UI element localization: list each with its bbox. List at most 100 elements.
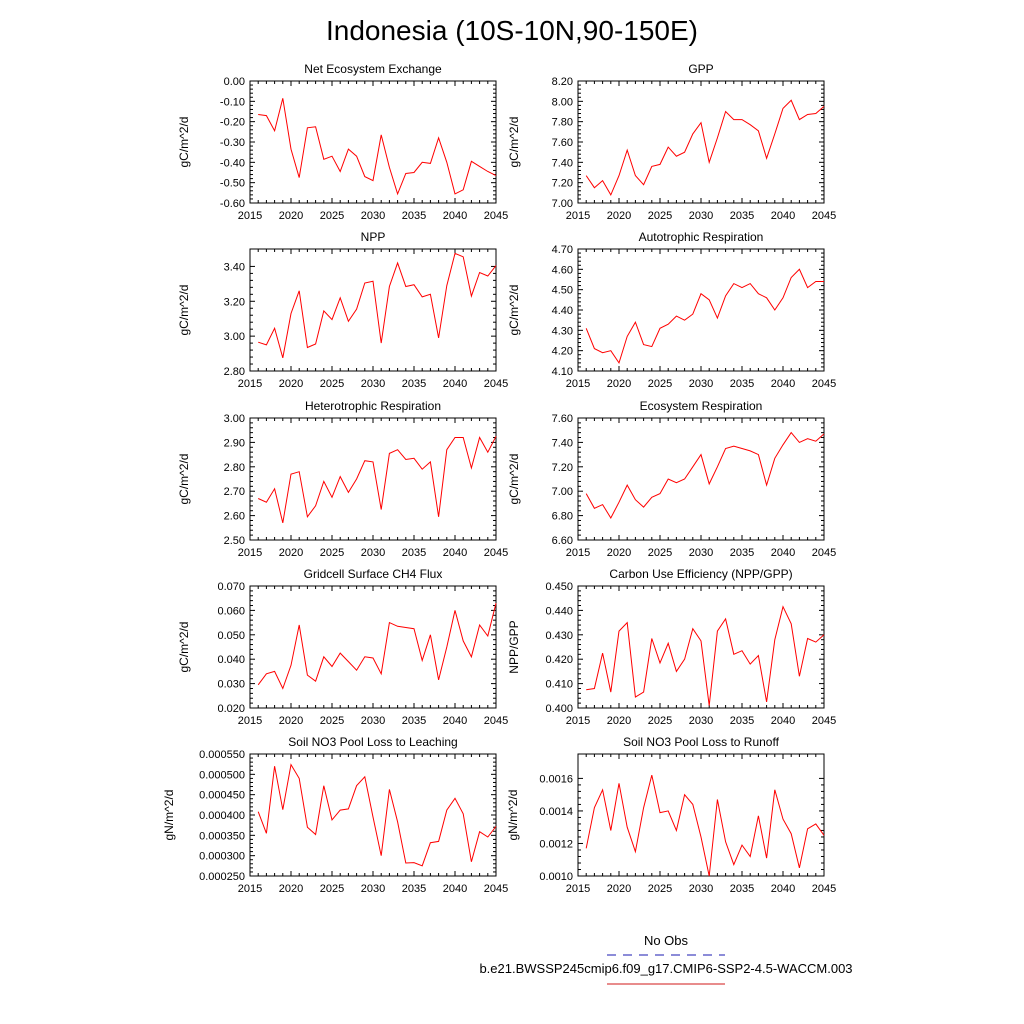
y-tick-label: 0.410 bbox=[545, 679, 573, 691]
chart-panel-7: Gridcell Surface CH4 Flux 2015 2020 2025 203… bbox=[177, 567, 508, 727]
y-tick-label: -0.20 bbox=[220, 117, 245, 129]
x-tick-label: 2035 bbox=[402, 715, 426, 727]
chart-panel-4: Autotrophic Respiration 2015 2020 2025 2030 2… bbox=[507, 230, 836, 390]
panel-title: Heterotrophic Respiration bbox=[305, 399, 441, 413]
y-tick-label: 4.30 bbox=[552, 325, 573, 337]
x-tick-label: 2035 bbox=[730, 378, 754, 390]
y-tick-label: 0.000350 bbox=[199, 830, 245, 842]
y-tick-label: -0.50 bbox=[220, 178, 245, 190]
y-tick-label: 2.80 bbox=[224, 366, 245, 378]
x-tick-label: 2045 bbox=[484, 883, 508, 895]
y-tick-label: 2.80 bbox=[224, 462, 245, 474]
y-tick-label: 0.000500 bbox=[199, 769, 245, 781]
x-tick-label: 2025 bbox=[320, 547, 344, 559]
y-tick-label: 0.430 bbox=[545, 630, 573, 642]
series-line bbox=[585, 268, 824, 365]
y-tick-label: 4.60 bbox=[552, 264, 573, 276]
plot-frame bbox=[577, 753, 825, 877]
x-tick-label: 2045 bbox=[812, 715, 836, 727]
x-tick-label: 2040 bbox=[771, 715, 795, 727]
y-tick-label: 4.10 bbox=[552, 366, 573, 378]
panel-title: Soil NO3 Pool Loss to Runoff bbox=[623, 735, 780, 749]
y-tick-label: 0.000550 bbox=[199, 749, 245, 761]
y-tick-label: -0.30 bbox=[220, 137, 245, 149]
plot-frame bbox=[249, 80, 497, 204]
y-tick-label: 7.00 bbox=[552, 486, 573, 498]
y-tick-label: 4.70 bbox=[552, 244, 573, 256]
legend-obs-label: No Obs bbox=[644, 933, 689, 948]
y-axis-label: NPP/GPP bbox=[507, 620, 521, 673]
x-tick-label: 2040 bbox=[443, 883, 467, 895]
x-tick-label: 2020 bbox=[279, 547, 303, 559]
y-tick-label: 0.000300 bbox=[199, 851, 245, 863]
y-tick-label: 2.50 bbox=[224, 535, 245, 547]
x-tick-label: 2035 bbox=[402, 378, 426, 390]
x-tick-label: 2035 bbox=[730, 547, 754, 559]
y-tick-label: 6.60 bbox=[552, 535, 573, 547]
panel-title: Ecosystem Respiration bbox=[640, 399, 763, 413]
y-tick-label: 4.20 bbox=[552, 346, 573, 358]
chart-panel-2: GPP 2015 2020 2025 2030 2035 2040 2045 7.00 7.20 7… bbox=[507, 62, 836, 222]
x-tick-label: 2025 bbox=[320, 715, 344, 727]
x-tick-label: 2030 bbox=[361, 378, 385, 390]
chart-panel-6: Ecosystem Respiration 2015 2020 2025 2030 203… bbox=[507, 399, 836, 559]
x-tick-label: 2015 bbox=[566, 210, 590, 222]
y-axis-label: gC/m^2/d bbox=[507, 285, 521, 336]
chart-panel-9: Soil NO3 Pool Loss to Leaching 2015 2020 20… bbox=[162, 735, 508, 895]
y-tick-label: 7.40 bbox=[552, 437, 573, 449]
y-axis-label: gC/m^2/d bbox=[177, 117, 191, 168]
y-tick-label: 0.0010 bbox=[539, 871, 573, 883]
plot-frame bbox=[249, 585, 497, 709]
y-tick-label: 7.80 bbox=[552, 117, 573, 129]
y-tick-label: 7.20 bbox=[552, 178, 573, 190]
y-tick-label: 3.20 bbox=[224, 296, 245, 308]
y-tick-label: 0.030 bbox=[217, 679, 245, 691]
y-axis-label: gC/m^2/d bbox=[507, 454, 521, 505]
x-tick-label: 2020 bbox=[279, 210, 303, 222]
chart-panel-10: Soil NO3 Pool Loss to Runoff 2015 2020 2025… bbox=[506, 735, 836, 895]
x-tick-label: 2040 bbox=[443, 715, 467, 727]
x-tick-label: 2025 bbox=[648, 210, 672, 222]
y-tick-label: 0.000450 bbox=[199, 790, 245, 802]
x-tick-label: 2045 bbox=[812, 547, 836, 559]
x-tick-label: 2025 bbox=[648, 715, 672, 727]
x-tick-label: 2025 bbox=[320, 883, 344, 895]
x-tick-label: 2025 bbox=[320, 210, 344, 222]
x-tick-label: 2045 bbox=[484, 547, 508, 559]
x-tick-label: 2020 bbox=[607, 883, 631, 895]
x-tick-label: 2030 bbox=[361, 715, 385, 727]
x-tick-label: 2040 bbox=[443, 378, 467, 390]
legend-model-label: b.e21.BWSSP245cmip6.f09_g17.CMIP6-SSP2-4… bbox=[479, 961, 852, 976]
y-tick-label: 4.50 bbox=[552, 285, 573, 297]
x-tick-label: 2040 bbox=[771, 883, 795, 895]
y-axis-label: gC/m^2/d bbox=[177, 454, 191, 505]
series-line bbox=[258, 98, 497, 196]
x-tick-label: 2040 bbox=[771, 378, 795, 390]
x-tick-label: 2035 bbox=[730, 715, 754, 727]
x-tick-label: 2015 bbox=[238, 547, 262, 559]
series-line bbox=[585, 431, 825, 520]
series-line bbox=[585, 774, 825, 877]
x-tick-label: 2015 bbox=[566, 883, 590, 895]
x-tick-label: 2035 bbox=[730, 210, 754, 222]
chart-panel-8: Carbon Use Efficiency (NPP/GPP) 2015 2020 2… bbox=[507, 567, 836, 727]
x-tick-label: 2020 bbox=[279, 378, 303, 390]
y-tick-label: 0.050 bbox=[217, 630, 245, 642]
x-tick-label: 2045 bbox=[812, 210, 836, 222]
series-line bbox=[257, 602, 497, 690]
y-tick-label: 3.00 bbox=[224, 331, 245, 343]
plot-frame bbox=[249, 417, 497, 541]
legend: No Obs b.e21.BWSSP245cmip6.f09_g17.CMIP6… bbox=[479, 933, 853, 985]
y-tick-label: 2.90 bbox=[224, 437, 245, 449]
panel-title: NPP bbox=[361, 230, 386, 244]
y-axis-label: gC/m^2/d bbox=[507, 117, 521, 168]
x-tick-label: 2040 bbox=[443, 210, 467, 222]
panel-title: Soil NO3 Pool Loss to Leaching bbox=[288, 735, 457, 749]
y-tick-label: 3.00 bbox=[224, 413, 245, 425]
x-tick-label: 2015 bbox=[238, 378, 262, 390]
x-tick-label: 2020 bbox=[607, 378, 631, 390]
y-tick-label: 7.60 bbox=[552, 137, 573, 149]
figure-title: Indonesia (10S-10N,90-150E) bbox=[326, 15, 698, 46]
series-line bbox=[585, 99, 825, 197]
